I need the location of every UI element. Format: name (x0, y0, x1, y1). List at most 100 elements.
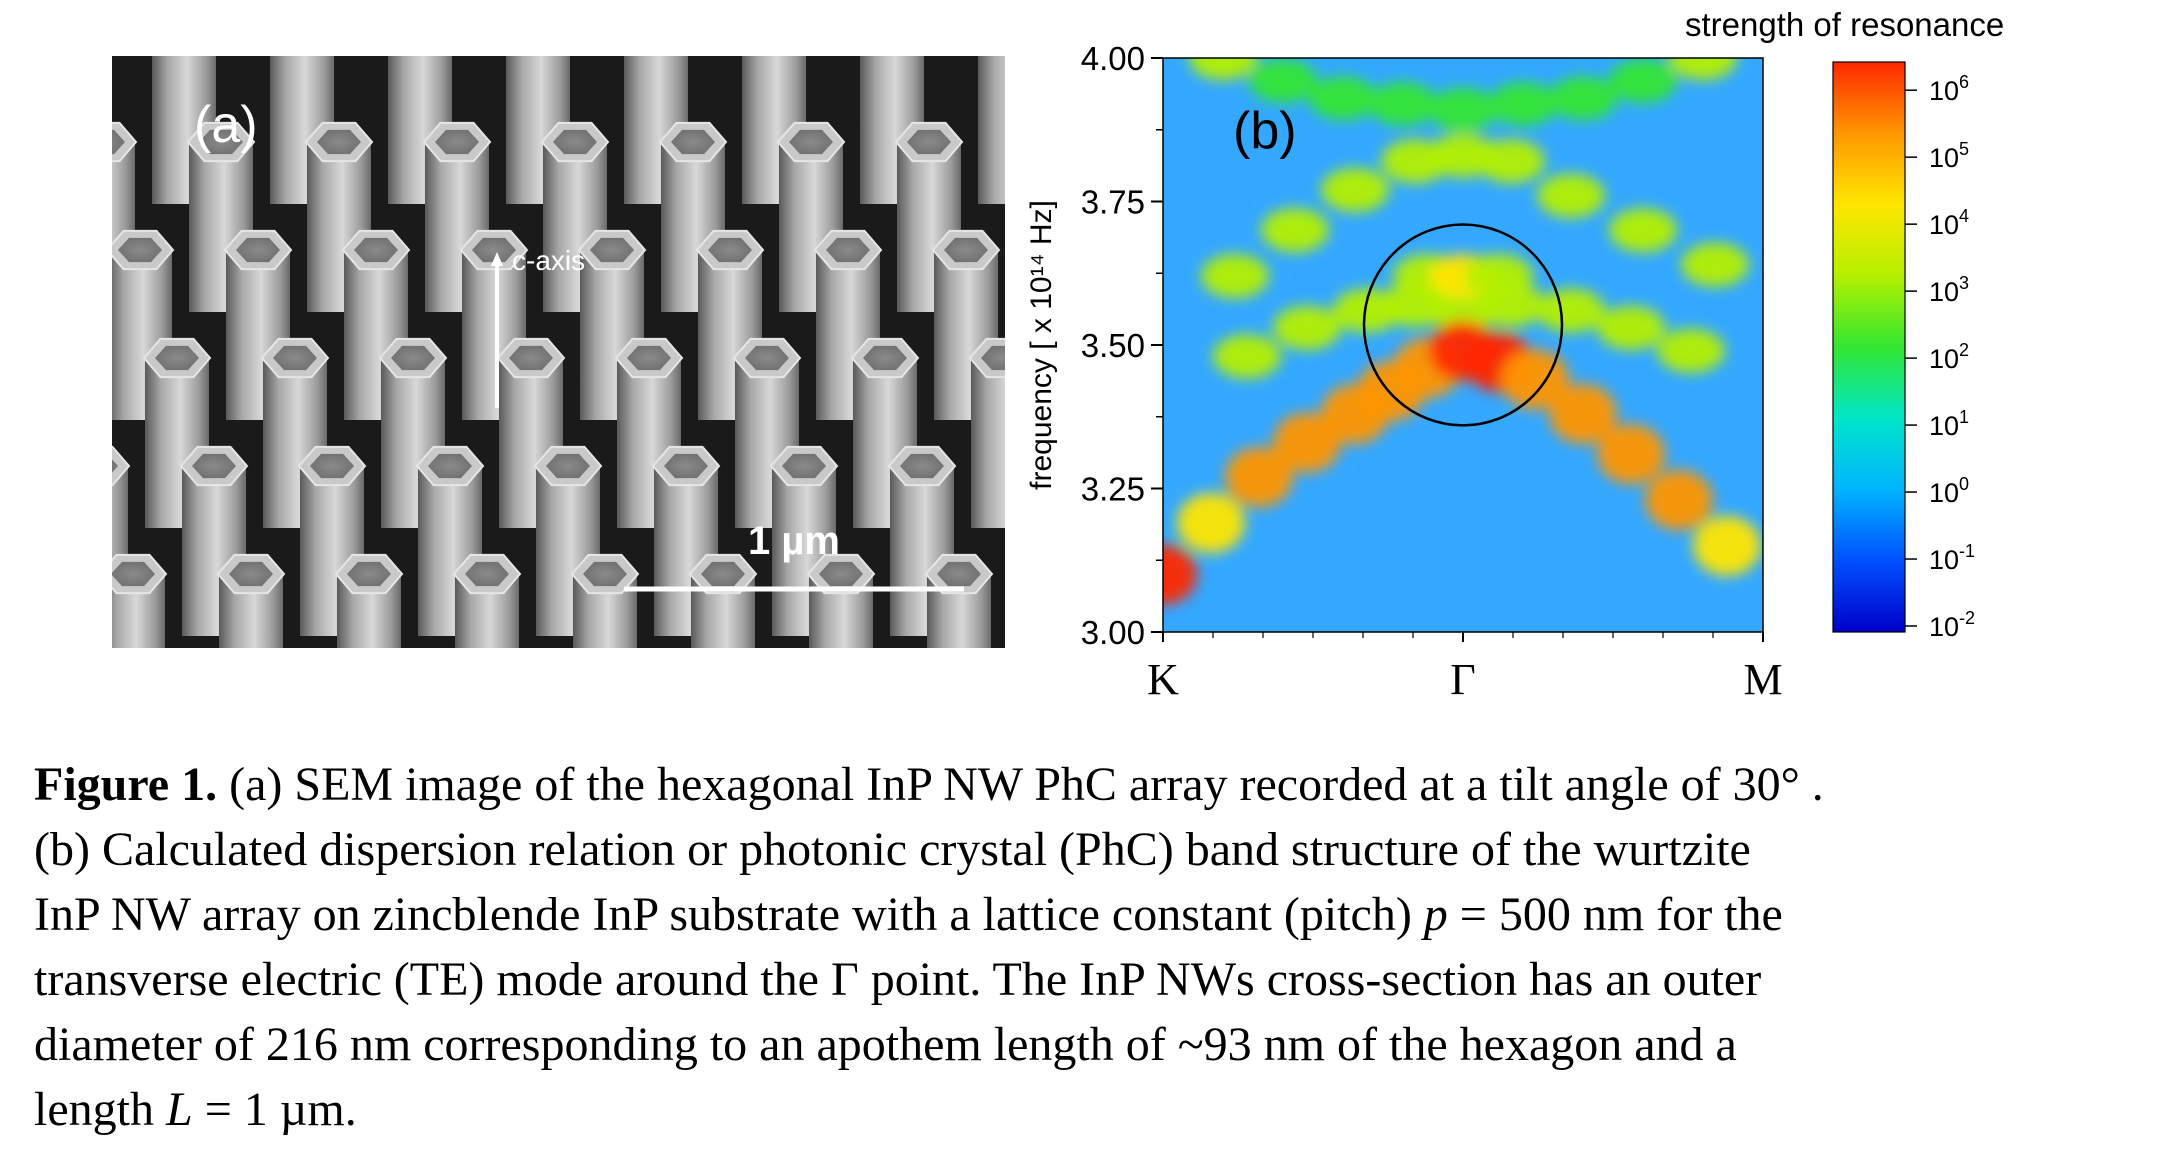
caption-segment: (a) SEM image of the hexagonal InP NW Ph… (217, 758, 1824, 811)
band-point (1177, 492, 1245, 553)
nanowire (223, 229, 293, 420)
band-point (1465, 254, 1533, 299)
band-point (1681, 242, 1749, 287)
band-point (1597, 305, 1665, 350)
nanowire (695, 229, 765, 420)
band-point (1669, 58, 1737, 80)
x-tick-label: M (1743, 655, 1782, 704)
band-point (1549, 383, 1617, 444)
figure-caption: Figure 1. (a) SEM image of the hexagonal… (34, 752, 2134, 1142)
nanowire (304, 121, 374, 312)
heatmap-bands (1163, 58, 1761, 605)
band-point (1549, 76, 1617, 121)
band-structure-svg: 3.00 3.25 3.50 3.75 4.00 K Γ M frequency [ x 1… (1025, 6, 2004, 704)
y-tick-label: 4.00 (1081, 40, 1145, 77)
nanowire (968, 337, 1005, 528)
band-point (1249, 58, 1317, 103)
colorbar-tick-label: 105 (1929, 139, 1969, 173)
nanowire (452, 553, 522, 648)
nanowire (112, 553, 168, 648)
band-point (1273, 412, 1341, 473)
caption-line: (b) Calculated dispersion relation or ph… (34, 817, 2134, 882)
x-tick-label: Γ (1450, 655, 1475, 704)
y-axis-title: frequency [ x 10¹⁴ Hz] (1025, 200, 1058, 490)
band-point (1225, 447, 1293, 508)
caption-line: Figure 1. (a) SEM image of the hexagonal… (34, 752, 2134, 817)
band-point (1477, 139, 1545, 184)
sem-image-panel: (a) c-axis 1 µm (112, 56, 1005, 648)
caption-segment: L (165, 1083, 193, 1136)
band-point (1189, 58, 1257, 80)
band-point (1429, 87, 1497, 132)
sem-image: (a) c-axis 1 µm (112, 56, 1005, 648)
y-tick-label: 3.25 (1081, 471, 1145, 508)
y-tick-label: 3.00 (1081, 614, 1145, 651)
caption-line: length L = 1 µm. (34, 1077, 2134, 1142)
y-tick-label: 3.75 (1081, 184, 1145, 221)
band-point (1609, 208, 1677, 253)
colorbar-tick-label: 103 (1929, 273, 1969, 307)
colorbar-tick-label: 104 (1929, 206, 1969, 240)
colorbar-ticks: 106 105 104 103 102 101 100 10-1 10-2 (1905, 72, 1975, 642)
band-point (1273, 305, 1341, 350)
scale-bar-label: 1 µm (748, 519, 840, 563)
nanowire (334, 553, 404, 648)
band-resonance-series (1393, 254, 1533, 299)
nanowire (924, 553, 994, 648)
band-point (1369, 81, 1437, 126)
colorbar-tick-label: 102 (1929, 340, 1969, 374)
nanowire (112, 229, 175, 420)
colorbar-tick-label: 101 (1929, 407, 1969, 441)
x-tick-label: K (1147, 655, 1179, 704)
nanowire (688, 553, 758, 648)
band-point (1597, 424, 1665, 485)
band-point (1163, 544, 1197, 605)
y-axis: 3.00 3.25 3.50 3.75 4.00 (1081, 40, 1163, 651)
caption-segment: InP NW array on zincblende InP substrate… (34, 888, 1424, 941)
caption-segment: Figure 1. (34, 758, 218, 811)
band-point (1489, 81, 1557, 126)
nanowire (422, 121, 492, 312)
band-upper-series (1201, 133, 1749, 299)
band-point (1201, 254, 1269, 299)
band-top-series (1189, 58, 1737, 132)
nanowire-array (112, 56, 1005, 648)
panel-b-label: (b) (1233, 102, 1297, 160)
band-point (1537, 173, 1605, 218)
nanowire (341, 229, 411, 420)
panel-a-label: (a) (194, 96, 258, 154)
caption-segment: (b) Calculated dispersion relation or ph… (34, 823, 1751, 876)
band-point (1321, 168, 1389, 213)
colorbar-tick-label: 100 (1929, 474, 1969, 508)
band-point (1657, 328, 1725, 373)
nanowire (806, 553, 876, 648)
y-tick-label: 3.50 (1081, 327, 1145, 364)
colorbar-title: strength of resonance (1685, 6, 2004, 43)
band-structure-chart: 3.00 3.25 3.50 3.75 4.00 K Γ M frequency [ x 1… (995, 0, 2163, 720)
caption-line: diameter of 216 nm corresponding to an a… (34, 1012, 2134, 1077)
nanowire (216, 553, 286, 648)
band-point (1309, 76, 1377, 121)
band-point (1693, 515, 1761, 576)
colorbar (1832, 61, 1906, 633)
nanowire (570, 553, 640, 648)
caption-segment: length (34, 1083, 166, 1136)
nanowire (978, 56, 1005, 204)
band-point (1645, 469, 1713, 530)
c-axis-label: c-axis (512, 245, 585, 276)
caption-segment: diameter of 216 nm corresponding to an a… (34, 1018, 1737, 1071)
band-point (1537, 288, 1605, 333)
caption-segment: = 1 µm. (192, 1083, 357, 1136)
band-point (1501, 349, 1569, 410)
gamma-point-circle (1362, 223, 1564, 427)
nanowire (776, 121, 846, 312)
c-axis-arrowhead (491, 252, 503, 266)
band-strong-series (1163, 320, 1761, 605)
caption-segment: p (1423, 888, 1448, 941)
caption-line: InP NW array on zincblende InP substrate… (34, 882, 2134, 947)
band-point (1261, 208, 1329, 253)
colorbar-tick-label: 10-2 (1929, 608, 1975, 642)
caption-segment: = 500 nm for the (1447, 888, 1783, 941)
colorbar-tick-label: 10-1 (1929, 541, 1975, 575)
